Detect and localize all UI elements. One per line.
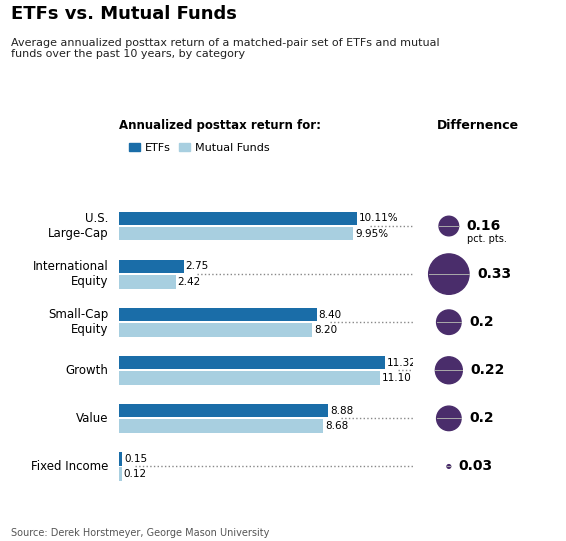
- Text: 11.32: 11.32: [387, 358, 417, 367]
- Text: 8.40: 8.40: [319, 309, 342, 320]
- Bar: [119, 275, 176, 288]
- Text: 11.10: 11.10: [382, 373, 412, 383]
- Ellipse shape: [428, 254, 469, 294]
- Text: 8.88: 8.88: [330, 406, 353, 415]
- Text: ETFs vs. Mutual Funds: ETFs vs. Mutual Funds: [11, 5, 237, 23]
- Text: 0.2: 0.2: [469, 411, 494, 425]
- Text: 0.12: 0.12: [123, 469, 147, 479]
- Bar: [119, 419, 323, 433]
- Text: 0.16: 0.16: [467, 219, 501, 233]
- Bar: [119, 323, 312, 337]
- Bar: [119, 467, 122, 481]
- Text: 2.75: 2.75: [186, 261, 209, 272]
- Text: 0.03: 0.03: [459, 459, 493, 473]
- Text: Annualized posttax return for:: Annualized posttax return for:: [119, 119, 321, 132]
- Bar: [119, 260, 183, 273]
- Bar: [119, 227, 353, 240]
- Text: 9.95%: 9.95%: [355, 229, 388, 239]
- Text: 0.22: 0.22: [470, 364, 505, 377]
- Text: 10.11%: 10.11%: [359, 213, 398, 223]
- Text: pct. pts.: pct. pts.: [467, 234, 507, 245]
- Text: Average annualized posttax return of a matched-pair set of ETFs and mutual
funds: Average annualized posttax return of a m…: [11, 38, 440, 60]
- Ellipse shape: [447, 465, 451, 469]
- Bar: [119, 308, 316, 321]
- Text: 0.15: 0.15: [125, 454, 147, 464]
- Ellipse shape: [439, 216, 458, 236]
- Text: 0.2: 0.2: [469, 315, 494, 329]
- Text: 0.33: 0.33: [477, 267, 511, 281]
- Text: 8.20: 8.20: [314, 325, 337, 335]
- Bar: [119, 356, 385, 370]
- Bar: [119, 212, 357, 225]
- Text: 2.42: 2.42: [178, 277, 201, 287]
- Bar: [119, 404, 328, 418]
- Ellipse shape: [436, 406, 461, 431]
- Ellipse shape: [436, 310, 461, 334]
- Text: Differnence: Differnence: [437, 119, 520, 132]
- Text: Source: Derek Horstmeyer, George Mason University: Source: Derek Horstmeyer, George Mason U…: [11, 529, 269, 538]
- Legend: ETFs, Mutual Funds: ETFs, Mutual Funds: [125, 138, 274, 157]
- Bar: [119, 452, 122, 465]
- Bar: [119, 371, 380, 385]
- Ellipse shape: [435, 357, 462, 384]
- Text: 8.68: 8.68: [325, 421, 348, 431]
